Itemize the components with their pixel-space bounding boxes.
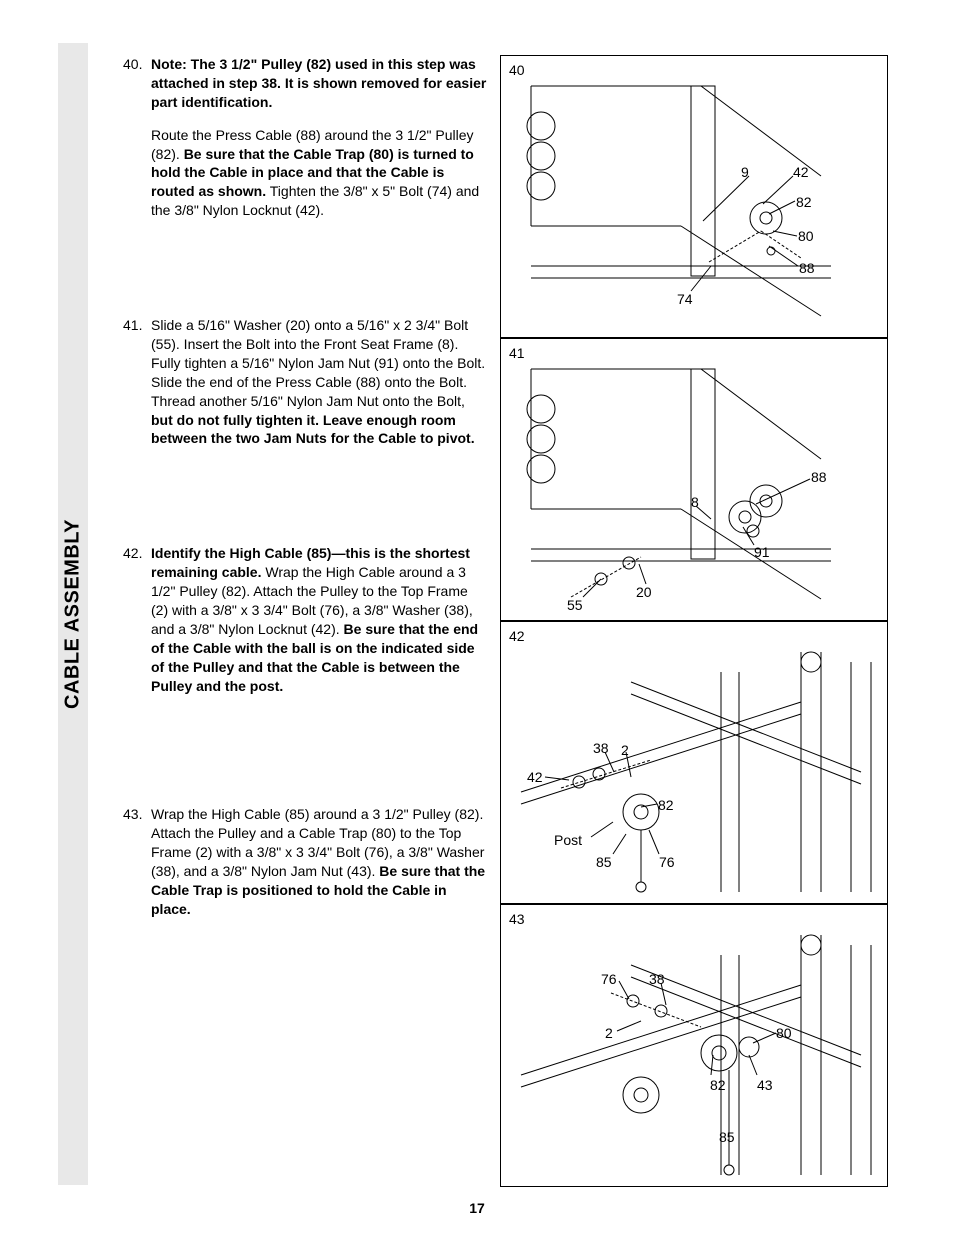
part-callout: 82 [796,194,812,210]
part-callout: 88 [811,469,827,485]
page-number: 17 [0,1200,954,1216]
part-callout: 2 [621,742,629,758]
assembly-figure: 42 2 38 42 82 Post 85 76 [500,621,888,904]
step-body: Note: The 3 1/2" Pulley (82) used in thi… [151,55,488,220]
section-label: CABLE ASSEMBLY [62,519,85,709]
step-paragraph: Note: The 3 1/2" Pulley (82) used in thi… [151,55,488,112]
part-callout: 43 [757,1077,773,1093]
step-paragraph: Wrap the High Cable (85) around a 3 1/2"… [151,805,488,918]
part-callout: 85 [596,854,612,870]
part-callout: 38 [593,740,609,756]
figure-sketch [501,339,889,622]
figure-number: 43 [509,911,525,927]
part-callout: 42 [527,769,543,785]
figure-number: 42 [509,628,525,644]
step-paragraph: Identify the High Cable (85)—this is the… [151,544,488,695]
part-callout: 55 [567,597,583,613]
part-callout: 76 [659,854,675,870]
step-number: 42. [123,544,151,695]
step-body: Wrap the High Cable (85) around a 3 1/2"… [151,805,488,918]
part-callout: Post [554,832,582,848]
step-body: Identify the High Cable (85)—this is the… [151,544,488,695]
part-callout: 82 [710,1077,726,1093]
figure-sketch [501,56,889,339]
part-callout: 82 [658,797,674,813]
step-number: 40. [123,55,151,220]
figure-number: 41 [509,345,525,361]
step-body: Slide a 5/16" Washer (20) onto a 5/16" x… [151,316,488,448]
part-callout: 42 [793,164,809,180]
text-run: but do not fully tighten it. Leave enoug… [151,412,475,447]
part-callout: 80 [798,228,814,244]
part-callout: 38 [649,971,665,987]
instructions-column: 40.Note: The 3 1/2" Pulley (82) used in … [123,55,488,919]
step-number: 43. [123,805,151,918]
part-callout: 85 [719,1129,735,1145]
part-callout: 9 [741,164,749,180]
instruction-step: 43.Wrap the High Cable (85) around a 3 1… [123,805,488,918]
assembly-figure: 43 76 38 2 80 82 43 85 [500,904,888,1187]
part-callout: 76 [601,971,617,987]
part-callout: 80 [776,1025,792,1041]
text-run: Slide a 5/16" Washer (20) onto a 5/16" x… [151,317,485,409]
part-callout: 88 [799,260,815,276]
assembly-figure: 41888912055 [500,338,888,621]
assembly-figure: 40 9 42 82 80 88 74 [500,55,888,338]
figure-sketch [501,622,889,905]
part-callout: 2 [605,1025,613,1041]
instruction-step: 41.Slide a 5/16" Washer (20) onto a 5/16… [123,316,488,448]
part-callout: 91 [754,544,770,560]
step-paragraph: Slide a 5/16" Washer (20) onto a 5/16" x… [151,316,488,448]
step-paragraph: Route the Press Cable (88) around the 3 … [151,126,488,220]
figure-number: 40 [509,62,525,78]
figures-column: 409428280887441888912055422384282Post857… [500,55,888,1187]
part-callout: 20 [636,584,652,600]
part-callout: 74 [677,291,693,307]
text-run: Note: The 3 1/2" Pulley (82) used in thi… [151,56,486,110]
instruction-step: 40.Note: The 3 1/2" Pulley (82) used in … [123,55,488,220]
section-sidebar: CABLE ASSEMBLY [58,43,88,1185]
figure-sketch [501,905,889,1188]
instruction-step: 42.Identify the High Cable (85)—this is … [123,544,488,695]
step-number: 41. [123,316,151,448]
part-callout: 8 [691,494,699,510]
